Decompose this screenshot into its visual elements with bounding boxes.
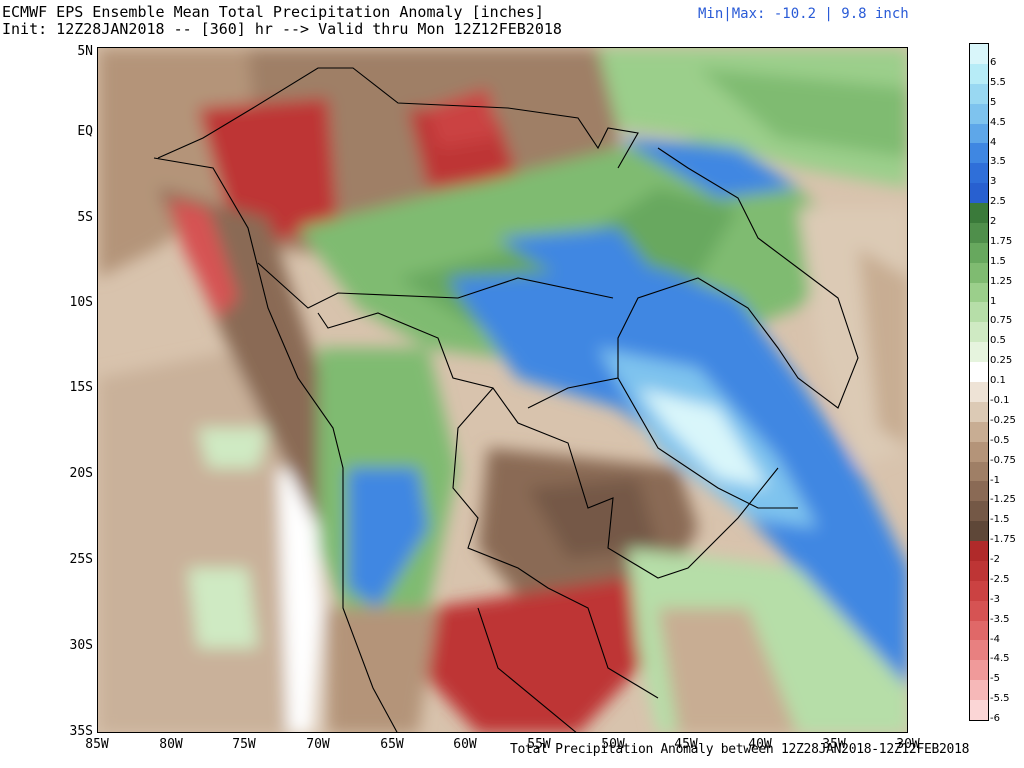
colorbar-swatch bbox=[970, 44, 988, 65]
colorbar-swatch bbox=[970, 382, 988, 403]
colorbar-swatch bbox=[970, 302, 988, 323]
precipitation-map bbox=[97, 47, 908, 733]
colorbar-swatch bbox=[970, 83, 988, 105]
colorbar-label: -4 bbox=[990, 633, 1000, 645]
colorbar-swatch bbox=[970, 401, 988, 423]
colorbar-swatch bbox=[970, 203, 988, 224]
lon-label: 65W bbox=[380, 737, 404, 752]
colorbar-swatch bbox=[970, 342, 988, 363]
colorbar-label: -5.5 bbox=[990, 693, 1010, 705]
colorbar-swatch bbox=[970, 541, 988, 562]
colorbar-swatch bbox=[970, 441, 988, 463]
lon-label: 40W bbox=[748, 737, 772, 752]
colorbar-label: 4.5 bbox=[990, 116, 1006, 128]
colorbar-label: -0.1 bbox=[990, 395, 1010, 406]
footer-caption: Total Precipitation Anomaly between 12Z2… bbox=[510, 742, 970, 757]
colorbar-label: -0.25 bbox=[990, 414, 1016, 426]
lon-label: 60W bbox=[453, 737, 477, 752]
colorbar-label: 6 bbox=[990, 57, 997, 68]
colorbar-label: 5 bbox=[990, 96, 997, 108]
colorbar-label: 1.5 bbox=[990, 255, 1006, 267]
colorbar-swatch bbox=[970, 322, 988, 343]
lon-label: 35W bbox=[822, 737, 846, 752]
colorbar-swatch bbox=[970, 461, 988, 482]
colorbar-label: -5 bbox=[990, 673, 1000, 685]
min-max-readout: Min|Max: -10.2 | 9.8 inch bbox=[698, 6, 909, 22]
colorbar-swatch bbox=[970, 501, 988, 522]
lat-label: 10S bbox=[69, 295, 93, 310]
colorbar-label: 0.5 bbox=[990, 335, 1006, 347]
colorbar-label: -6 bbox=[990, 713, 1000, 725]
lon-label: 45W bbox=[674, 737, 698, 752]
colorbar-label: 5.5 bbox=[990, 76, 1006, 88]
colorbar-label: 2 bbox=[990, 216, 997, 228]
colorbar-swatch bbox=[970, 680, 988, 701]
colorbar-label: 3 bbox=[990, 176, 997, 188]
colorbar-swatch bbox=[970, 700, 988, 721]
colorbar-swatch bbox=[970, 600, 988, 622]
colorbar-swatch bbox=[970, 620, 988, 641]
lat-label: 25S bbox=[69, 552, 93, 567]
lat-label: 20S bbox=[69, 466, 93, 481]
colorbar-swatch bbox=[970, 282, 988, 303]
map-title: ECMWF EPS Ensemble Mean Total Precipitat… bbox=[2, 3, 544, 21]
colorbar bbox=[969, 43, 989, 721]
colorbar-label: -0.5 bbox=[990, 434, 1010, 446]
colorbar-label: -4.5 bbox=[990, 653, 1010, 665]
lon-label: 75W bbox=[232, 737, 256, 752]
colorbar-label: -3 bbox=[990, 593, 1000, 605]
colorbar-swatch bbox=[970, 103, 988, 125]
colorbar-label: -3.5 bbox=[990, 613, 1010, 625]
colorbar-swatch bbox=[970, 63, 988, 85]
colorbar-label: 1.75 bbox=[990, 235, 1013, 247]
colorbar-label: 3.5 bbox=[990, 156, 1006, 168]
country-borders bbox=[153, 67, 859, 732]
lat-label: 30S bbox=[69, 638, 93, 653]
colorbar-swatch bbox=[970, 560, 988, 582]
colorbar-swatch bbox=[970, 222, 988, 244]
lon-label: 50W bbox=[601, 737, 625, 752]
colorbar-label: -1.75 bbox=[990, 534, 1016, 546]
init-valid-line: Init: 12Z28JAN2018 -- [360] hr --> Valid… bbox=[2, 20, 562, 38]
lon-label: 30W bbox=[896, 737, 920, 752]
anomaly-field bbox=[98, 48, 907, 732]
colorbar-label: -2.5 bbox=[990, 573, 1010, 585]
colorbar-swatch bbox=[970, 262, 988, 284]
colorbar-swatch bbox=[970, 362, 988, 383]
lon-label: 55W bbox=[527, 737, 551, 752]
lat-label: 35S bbox=[69, 724, 93, 739]
colorbar-label: -1.5 bbox=[990, 514, 1010, 526]
map-canvas bbox=[98, 48, 907, 732]
colorbar-swatch bbox=[970, 143, 988, 164]
colorbar-swatch bbox=[970, 123, 988, 144]
colorbar-label: -1.25 bbox=[990, 494, 1016, 506]
colorbar-swatch bbox=[970, 242, 988, 264]
colorbar-swatch bbox=[970, 521, 988, 542]
lat-label: 5N bbox=[77, 44, 93, 59]
colorbar-swatch bbox=[970, 183, 988, 204]
colorbar-swatch bbox=[970, 163, 988, 184]
lon-label: 80W bbox=[159, 737, 183, 752]
colorbar-swatch bbox=[970, 481, 988, 502]
colorbar-swatch bbox=[970, 660, 988, 681]
lat-label: EQ bbox=[77, 124, 93, 139]
colorbar-label: -1 bbox=[990, 474, 1000, 486]
colorbar-swatch bbox=[970, 640, 988, 661]
colorbar-swatch bbox=[970, 421, 988, 443]
colorbar-label: 4 bbox=[990, 136, 997, 148]
colorbar-label: 1 bbox=[990, 295, 997, 307]
colorbar-label: 0.1 bbox=[990, 375, 1006, 387]
colorbar-label: 0.75 bbox=[990, 315, 1013, 327]
lon-label: 85W bbox=[85, 737, 109, 752]
lat-label: 5S bbox=[77, 210, 93, 225]
colorbar-label: 2.5 bbox=[990, 196, 1006, 208]
lat-label: 15S bbox=[69, 380, 93, 395]
colorbar-swatch bbox=[970, 580, 988, 602]
colorbar-label: 1.25 bbox=[990, 275, 1013, 287]
colorbar-label: 0.25 bbox=[990, 355, 1013, 367]
colorbar-label: -0.75 bbox=[990, 454, 1016, 466]
colorbar-label: -2 bbox=[990, 554, 1000, 566]
lon-label: 70W bbox=[306, 737, 330, 752]
